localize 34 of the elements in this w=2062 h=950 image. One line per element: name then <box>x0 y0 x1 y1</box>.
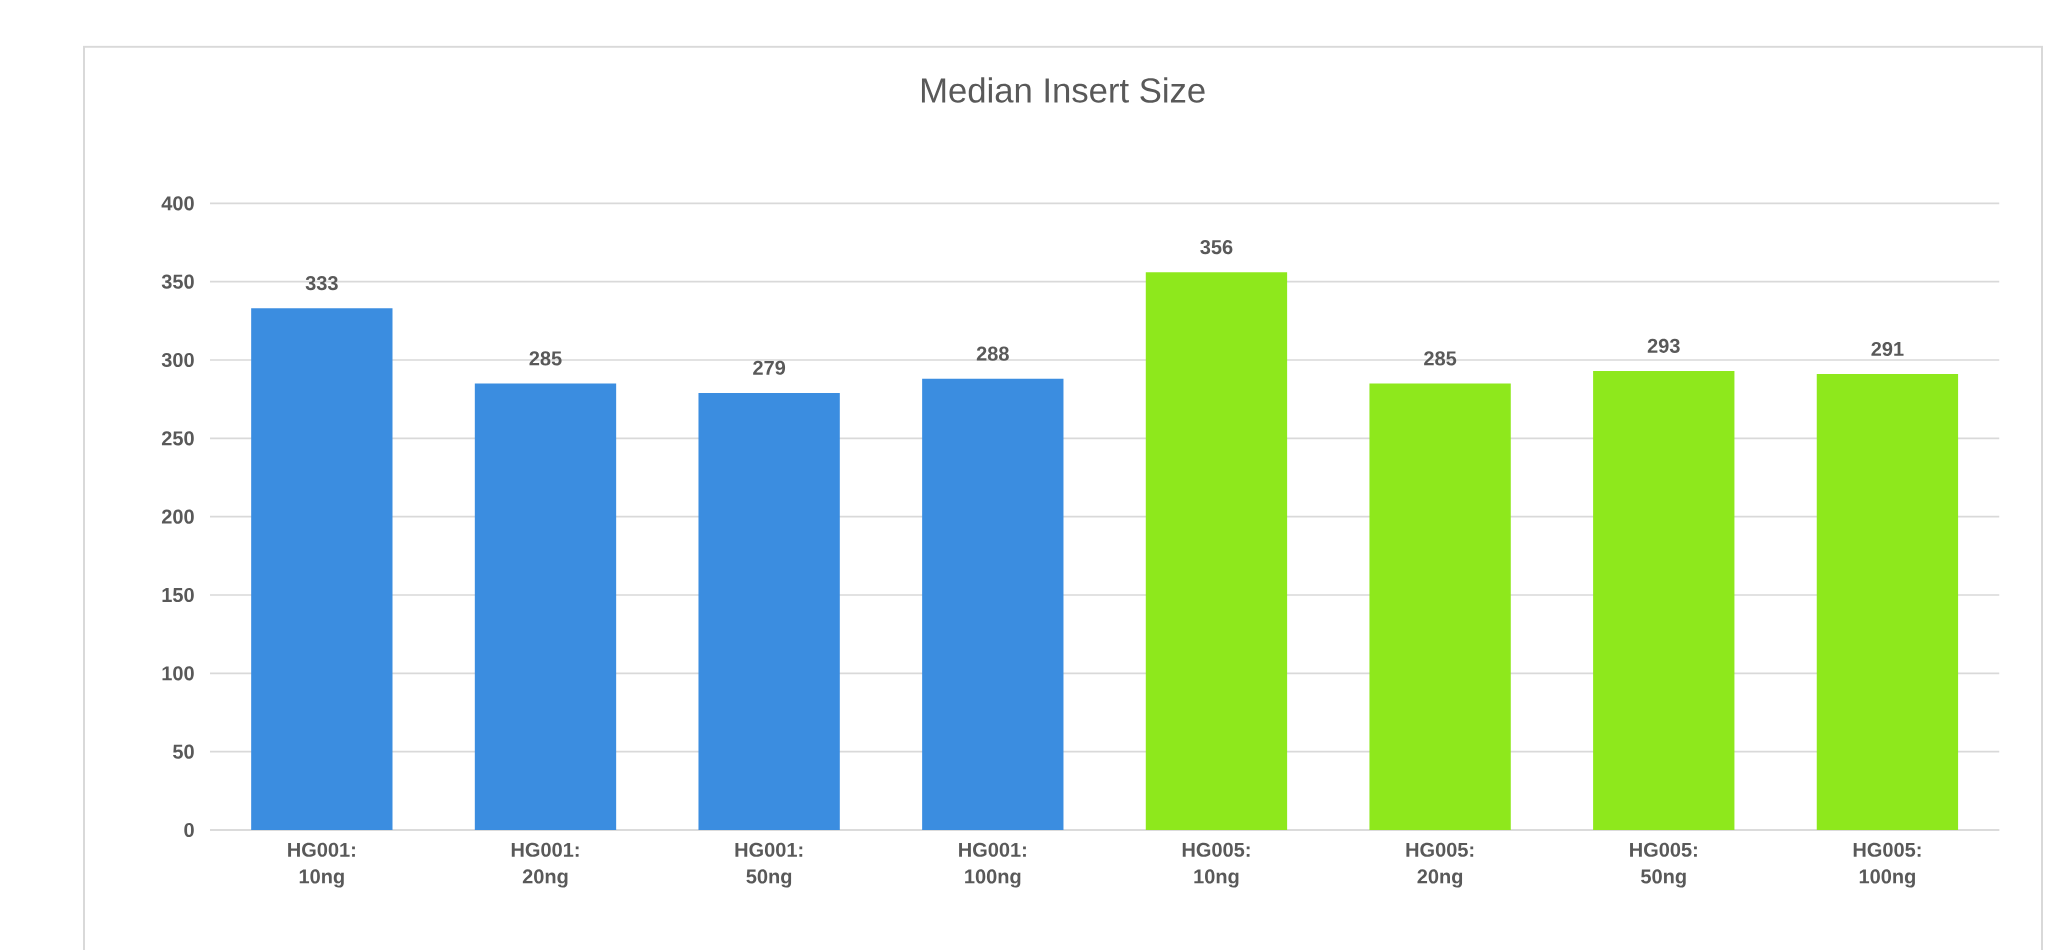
y-tick-label: 200 <box>161 509 194 524</box>
y-tick-label: 0 <box>184 822 194 838</box>
y-tick-label: 300 <box>161 352 194 368</box>
data-label: 293 <box>1647 338 1680 353</box>
x-tick-label: HG005: 100ng <box>1853 842 1921 888</box>
data-label: 288 <box>976 346 1009 361</box>
y-tick-label: 150 <box>162 587 194 603</box>
data-label: 279 <box>753 360 786 375</box>
x-tick-label: HG005: 50ng <box>1630 842 1697 888</box>
bar <box>474 383 617 830</box>
bar <box>698 392 840 830</box>
bar <box>1145 272 1288 830</box>
bar <box>1816 374 1959 830</box>
y-tick-label: 50 <box>172 744 194 759</box>
data-label: 356 <box>1200 240 1233 255</box>
y-tick-label: 400 <box>161 196 194 211</box>
data-label: 333 <box>305 276 338 291</box>
x-tick-label: HG005: 20ng <box>1406 842 1474 888</box>
bar <box>251 308 393 830</box>
y-tick-label: 250 <box>161 431 194 446</box>
chart-title: Median Insert Size <box>921 77 1205 103</box>
bar <box>1369 383 1511 830</box>
data-label: 285 <box>1424 351 1457 366</box>
x-tick-label: HG001: 20ng <box>511 842 579 888</box>
x-tick-label: HG001: 100ng <box>959 842 1026 888</box>
x-tick-label: HG001: 50ng <box>735 842 803 888</box>
y-tick-label: 350 <box>161 274 194 289</box>
y-tick-label: 100 <box>162 666 194 681</box>
bar <box>922 378 1064 830</box>
x-tick-label: HG005: 10ng <box>1182 842 1250 888</box>
bar <box>1593 370 1735 830</box>
data-label: 285 <box>529 351 562 366</box>
x-tick-label: HG001: 10ng <box>288 842 355 888</box>
data-label: 291 <box>1871 341 1904 357</box>
